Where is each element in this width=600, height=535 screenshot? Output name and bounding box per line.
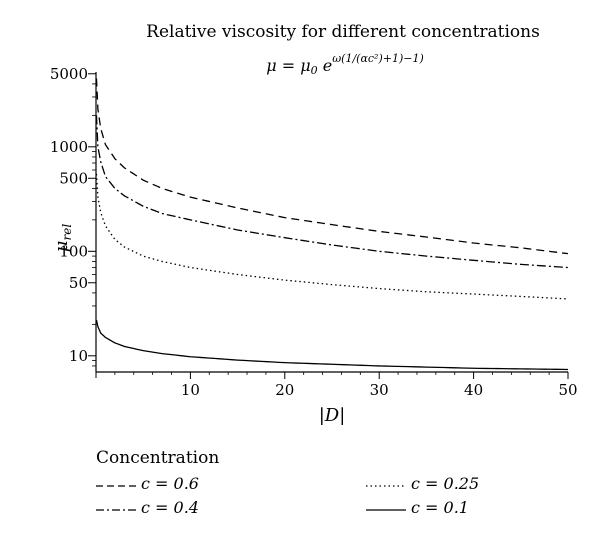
x-tick-label: 50 [558, 381, 577, 399]
subtitle-main: μ = μ [266, 56, 310, 75]
subtitle-exponent: ω(1/(αc²)+1)−1) [332, 52, 424, 65]
y-axis-label-main: μ [51, 240, 72, 252]
x-axis-label: |D| [319, 405, 346, 426]
x-tick-label: 30 [370, 381, 389, 399]
x-tick-label: 40 [464, 381, 483, 399]
y-tick-label: 10 [69, 347, 88, 365]
subtitle-sub: 0 [311, 64, 318, 77]
y-tick-label: 100 [59, 242, 88, 260]
chart-title: Relative viscosity for different concent… [146, 22, 540, 42]
axes [95, 72, 568, 373]
minor-ticks [92, 83, 550, 375]
y-tick-label: 50 [69, 274, 88, 292]
x-tick-label: 20 [275, 381, 294, 399]
series-line-c04 [95, 115, 569, 269]
subtitle-base: e [318, 56, 333, 75]
series-line-c06 [95, 78, 569, 255]
y-axis-label-sub: rel [60, 224, 74, 241]
x-ticks: 10 20 30 40 50 [95, 372, 578, 399]
x-tick-label: 10 [181, 381, 200, 399]
y-tick-label: 1000 [50, 138, 88, 156]
y-tick-label: 500 [59, 169, 88, 187]
y-ticks: 10 50 100 500 1000 5000 [50, 65, 96, 365]
y-axis-label: μrel [51, 224, 74, 253]
series-line-c01 [95, 319, 569, 371]
chart-subtitle: μ = μ0 eω(1/(αc²)+1)−1) [266, 52, 424, 77]
y-tick-label: 5000 [50, 65, 88, 83]
series-line-c025 [95, 173, 569, 300]
plot-lines [95, 78, 569, 371]
